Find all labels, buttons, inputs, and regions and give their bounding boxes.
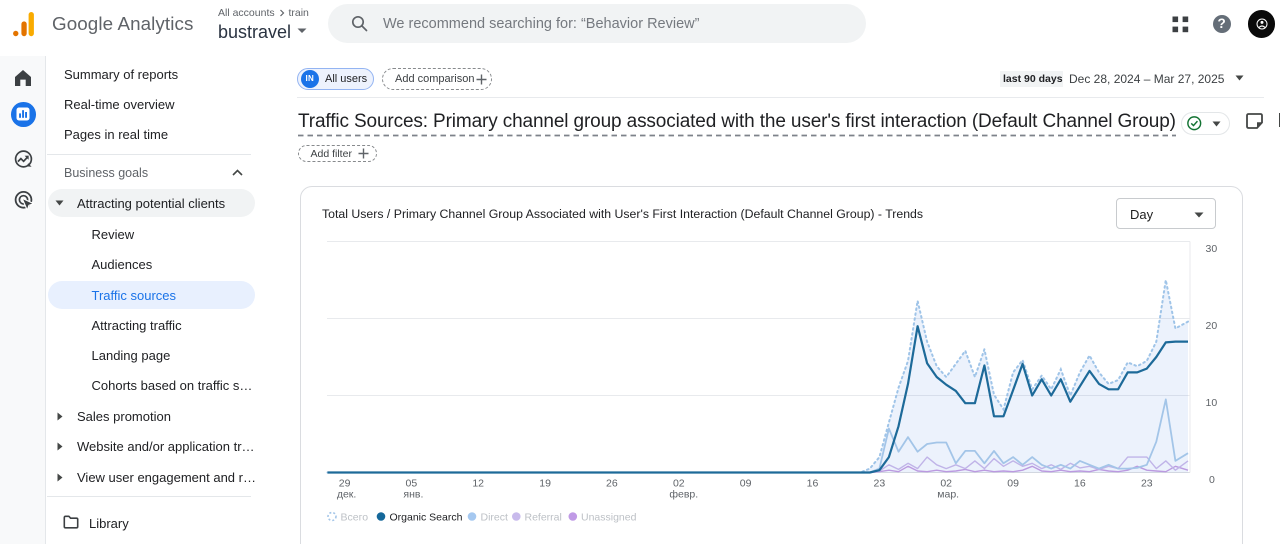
svg-text:февр.: февр. bbox=[669, 489, 698, 501]
svg-text:Organic Search: Organic Search bbox=[390, 512, 463, 524]
svg-text:Direct: Direct bbox=[481, 512, 509, 524]
svg-text:янв.: янв. bbox=[403, 489, 423, 501]
svg-text:02: 02 bbox=[940, 478, 952, 490]
svg-text:09: 09 bbox=[740, 478, 752, 490]
svg-text:Unassigned: Unassigned bbox=[581, 512, 637, 524]
svg-text:23: 23 bbox=[1141, 478, 1153, 490]
svg-text:16: 16 bbox=[1074, 478, 1086, 490]
svg-text:дек.: дек. bbox=[337, 489, 356, 501]
svg-text:19: 19 bbox=[539, 478, 551, 490]
svg-text:Referral: Referral bbox=[525, 512, 562, 524]
svg-text:мар.: мар. bbox=[937, 489, 959, 501]
svg-text:Всего: Всего bbox=[341, 512, 369, 524]
svg-text:10: 10 bbox=[1206, 397, 1218, 409]
svg-text:29: 29 bbox=[339, 478, 351, 490]
svg-text:30: 30 bbox=[1206, 243, 1218, 255]
svg-text:16: 16 bbox=[807, 478, 819, 490]
svg-text:26: 26 bbox=[606, 478, 618, 490]
svg-text:0: 0 bbox=[1209, 474, 1215, 486]
svg-text:20: 20 bbox=[1206, 320, 1218, 332]
svg-text:12: 12 bbox=[472, 478, 484, 490]
svg-text:09: 09 bbox=[1007, 478, 1019, 490]
svg-text:23: 23 bbox=[874, 478, 886, 490]
svg-text:02: 02 bbox=[673, 478, 685, 490]
svg-text:05: 05 bbox=[406, 478, 418, 490]
